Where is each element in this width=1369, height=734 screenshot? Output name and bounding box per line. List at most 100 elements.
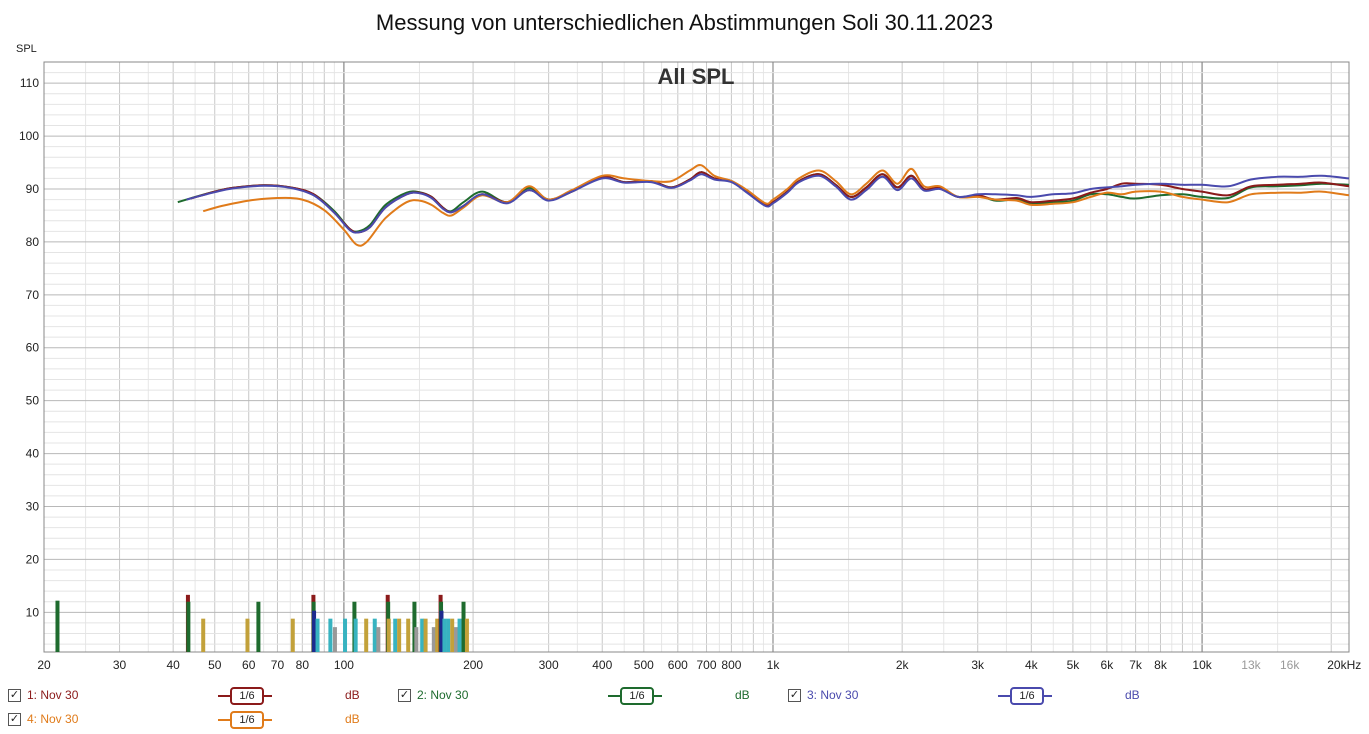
- y-tick-label: 100: [19, 129, 39, 143]
- plot-frame: [43, 61, 1350, 653]
- y-tick-label: 20: [26, 552, 40, 566]
- x-tick-label: 20kHz: [1327, 658, 1361, 672]
- y-tick-label: 10: [26, 605, 40, 619]
- marker-bar: [312, 610, 317, 652]
- y-tick-label: 30: [26, 499, 40, 513]
- x-tick-label: 2k: [896, 658, 910, 672]
- marker-bar: [343, 618, 348, 652]
- marker-bar: [420, 618, 425, 652]
- grid-layer: [43, 61, 1350, 653]
- x-tick-label: 20: [37, 658, 51, 672]
- marker-bar: [442, 618, 447, 652]
- series-line-4: [202, 164, 1350, 247]
- legend-smoothing-button-3[interactable]: 1/6: [1010, 687, 1044, 705]
- legend-name-1: 1: Nov 30: [27, 688, 79, 702]
- y-tick-label: 40: [26, 447, 40, 461]
- marker-bar: [245, 618, 250, 652]
- marker-bar: [353, 618, 358, 652]
- x-tick-label: 40: [166, 658, 180, 672]
- marker-bar: [397, 618, 402, 652]
- x-tick-label: 3k: [971, 658, 985, 672]
- marker-bar: [256, 601, 261, 652]
- x-tick-label: 700: [697, 658, 717, 672]
- x-tick-label: 100: [334, 658, 354, 672]
- legend-checkbox-1[interactable]: ✓: [8, 689, 21, 702]
- legend-unit-2: dB: [735, 688, 750, 702]
- y-tick-label: 50: [26, 394, 40, 408]
- marker-bar: [376, 627, 381, 652]
- x-tick-label: 30: [113, 658, 127, 672]
- x-tick-label: 7k: [1129, 658, 1143, 672]
- x-tick-label: 500: [634, 658, 654, 672]
- legend-name-4: 4: Nov 30: [27, 712, 79, 726]
- x-tick-label: 200: [463, 658, 483, 672]
- x-tick-label: 60: [242, 658, 256, 672]
- legend-checkbox-2[interactable]: ✓: [398, 689, 411, 702]
- legend-checkbox-3[interactable]: ✓: [788, 689, 801, 702]
- y-tick-label: 110: [20, 76, 39, 90]
- marker-bar: [414, 627, 419, 652]
- legend-unit-1: dB: [345, 688, 360, 702]
- marker-bar: [435, 618, 440, 652]
- marker-bar: [201, 618, 206, 652]
- y-tick-label: 60: [26, 341, 40, 355]
- x-tick-label: 80: [296, 658, 310, 672]
- legend-unit-4: dB: [345, 712, 360, 726]
- plot-background: [44, 62, 1349, 652]
- x-tick-label: 8k: [1154, 658, 1168, 672]
- spl-chart: SPL All SPL 10 20 30 40 50 60 70 80 90 100 110 20 30…: [16, 43, 1361, 672]
- marker-bar: [364, 618, 369, 652]
- legend-item-2: ✓ 2: Nov 30 1/6 dB: [398, 687, 768, 708]
- legend-name-3: 3: Nov 30: [807, 688, 859, 702]
- y-tick-label: 70: [26, 288, 40, 302]
- marker-bar: [315, 618, 320, 652]
- legend-checkbox-4[interactable]: ✓: [8, 713, 21, 726]
- marker-bar: [290, 618, 295, 652]
- marker-bars-layer: [55, 594, 469, 652]
- series-line-3: [186, 173, 1350, 234]
- marker-bar: [55, 600, 60, 652]
- y-tick-label: 90: [26, 182, 40, 196]
- x-tick-label: 70: [271, 658, 285, 672]
- x-tick-label: 50: [208, 658, 222, 672]
- x-tick-label: 800: [721, 658, 741, 672]
- series-lines-layer: [177, 164, 1350, 247]
- marker-bar: [406, 618, 411, 652]
- marker-bar: [446, 618, 451, 652]
- legend-smoothing-button-2[interactable]: 1/6: [620, 687, 654, 705]
- marker-bar: [450, 618, 455, 652]
- legend-smoothing-button-1[interactable]: 1/6: [230, 687, 264, 705]
- axis-labels-layer: SPL All SPL 10 20 30 40 50 60 70 80 90 100 110 20 30…: [16, 43, 1361, 672]
- x-tick-label: 400: [592, 658, 612, 672]
- x-tick-label: 6k: [1101, 658, 1115, 672]
- x-tick-label: 10k: [1192, 658, 1212, 672]
- marker-bar: [328, 618, 333, 652]
- y-tick-label: 80: [26, 235, 40, 249]
- marker-bar: [386, 618, 391, 652]
- x-tick-label: 300: [539, 658, 559, 672]
- y-axis-label: SPL: [16, 43, 37, 55]
- x-tick-label: 16k: [1280, 658, 1300, 672]
- marker-bar: [332, 627, 337, 652]
- legend-unit-3: dB: [1125, 688, 1140, 702]
- marker-bar: [393, 618, 398, 652]
- legend-smoothing-button-4[interactable]: 1/6: [230, 711, 264, 729]
- x-tick-label: 13k: [1241, 658, 1261, 672]
- marker-bar: [186, 601, 191, 652]
- x-tick-label: 5k: [1067, 658, 1081, 672]
- marker-bar: [461, 601, 466, 652]
- marker-bar: [372, 618, 377, 652]
- x-tick-label: 600: [668, 658, 688, 672]
- legend-name-2: 2: Nov 30: [417, 688, 469, 702]
- marker-bar: [464, 618, 469, 652]
- legend-item-1: ✓ 1: Nov 30 1/6 dB: [8, 687, 378, 708]
- x-tick-label: 4k: [1025, 658, 1039, 672]
- marker-bar: [423, 618, 428, 652]
- marker-bar: [431, 627, 436, 652]
- marker-bar: [454, 627, 459, 652]
- marker-bar: [412, 601, 417, 652]
- legend-item-4: ✓ 4: Nov 30 1/6 dB: [8, 711, 378, 732]
- marker-bar: [439, 610, 444, 652]
- marker-bar: [457, 618, 462, 652]
- legend-item-3: ✓ 3: Nov 30 1/6 dB: [788, 687, 1158, 708]
